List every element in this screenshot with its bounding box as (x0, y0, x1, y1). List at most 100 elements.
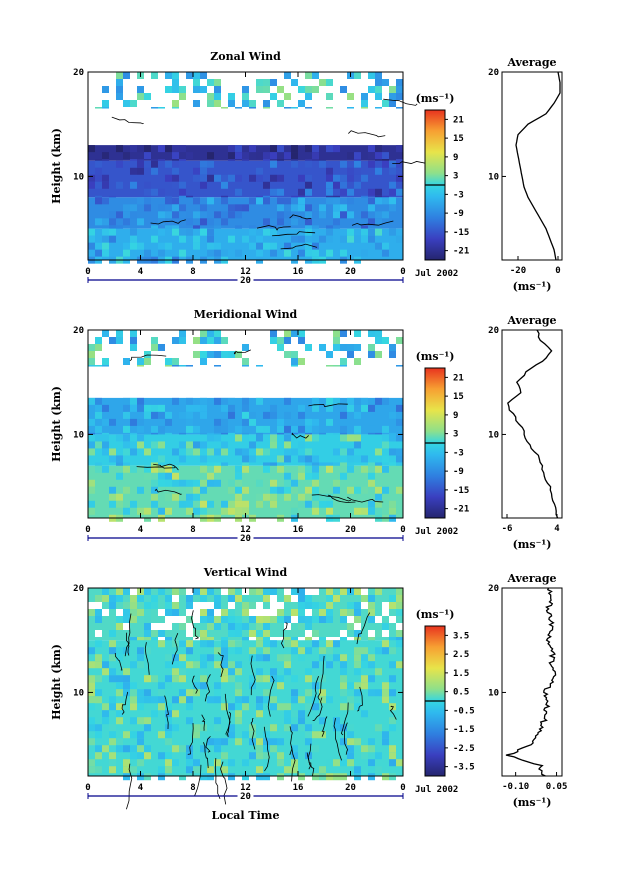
field-cell (326, 197, 333, 205)
field-cell (270, 703, 277, 711)
field-cell (193, 100, 200, 107)
field-cell (88, 174, 95, 182)
field-cell (95, 181, 102, 189)
field-band (88, 366, 403, 398)
x-tick-label: 20 (345, 783, 356, 793)
field-cell (305, 465, 312, 473)
field-cell (88, 647, 95, 655)
field-cell (165, 358, 172, 365)
field-cell (102, 745, 109, 753)
field-cell (144, 507, 151, 515)
field-cell (333, 640, 340, 648)
field-cell (88, 344, 95, 351)
field-cell (186, 703, 193, 711)
field-cell (375, 493, 382, 501)
field-cell (193, 630, 200, 637)
contour (344, 722, 349, 755)
field-cell (340, 235, 347, 243)
x-axis-label: Local Time (212, 809, 280, 822)
field-cell (165, 507, 172, 515)
contour (312, 697, 323, 722)
field-cell (326, 616, 333, 623)
field-cell (298, 595, 305, 602)
colorbar-unit-label: (ms⁻¹) (416, 92, 455, 105)
field-cell (179, 181, 186, 189)
contour (291, 432, 309, 439)
field-cell (312, 486, 319, 494)
field-cell (305, 724, 312, 732)
field-cell (137, 197, 144, 205)
field-cell (228, 397, 235, 405)
field-cell (270, 174, 277, 182)
field-cell (396, 661, 403, 669)
field-cell (291, 351, 298, 358)
field-cell (144, 595, 151, 602)
field-cell (214, 211, 221, 219)
field-cell (361, 588, 368, 595)
field-cell (172, 616, 179, 623)
field-cell (298, 411, 305, 419)
field-cell (305, 738, 312, 746)
field-cell (368, 330, 375, 337)
field-cell (242, 731, 249, 739)
field-cell (340, 661, 347, 669)
field-cell (158, 242, 165, 250)
field-cell (368, 661, 375, 669)
field-cell (319, 647, 326, 655)
field-cell (319, 616, 326, 623)
profile-title: Average (506, 56, 556, 69)
field-cell (165, 465, 172, 473)
field-cell (102, 235, 109, 243)
field-cell (277, 188, 284, 196)
field-cell (158, 588, 165, 595)
field-cell (256, 745, 263, 753)
field-cell (207, 696, 214, 704)
field-cell (193, 197, 200, 205)
field-cell (151, 455, 158, 463)
field-cell (130, 696, 137, 704)
field-cell (368, 152, 375, 160)
field-cell (242, 152, 249, 160)
field-cell (179, 668, 186, 676)
field-cell (368, 507, 375, 515)
field-cell (228, 609, 235, 616)
field-cell (116, 500, 123, 508)
field-cell (116, 717, 123, 725)
field-cell (298, 493, 305, 501)
field-cell (151, 465, 158, 473)
field-cell (256, 479, 263, 487)
field-cell (95, 404, 102, 412)
field-cell (375, 145, 382, 153)
field-cell (389, 616, 396, 623)
field-cell (333, 145, 340, 153)
field-cell (109, 218, 116, 226)
field-cell (305, 218, 312, 226)
field-cell (95, 441, 102, 449)
date-center-label: 20 (240, 534, 251, 544)
field-cell (375, 197, 382, 205)
field-cell (144, 204, 151, 212)
field-cell (207, 773, 214, 781)
field-cell (305, 668, 312, 676)
field-cell (165, 738, 172, 746)
colorbar-tick-label: 9 (453, 411, 458, 421)
field-cell (277, 654, 284, 662)
field-cell (228, 235, 235, 243)
field-cell (214, 759, 221, 767)
field-cell (116, 745, 123, 753)
field-cell (214, 602, 221, 609)
field-cell (221, 218, 228, 226)
field-cell (375, 397, 382, 405)
field-cell (361, 249, 368, 257)
field-cell (130, 404, 137, 412)
field-cell (165, 72, 172, 79)
y-tick-label: 10 (73, 430, 84, 440)
field-cell (298, 696, 305, 704)
field-cell (382, 682, 389, 690)
field-cell (172, 759, 179, 767)
field-cell (102, 181, 109, 189)
field-cell (207, 100, 214, 107)
field-cell (389, 689, 396, 697)
field-cell (88, 181, 95, 189)
field-cell (375, 588, 382, 595)
